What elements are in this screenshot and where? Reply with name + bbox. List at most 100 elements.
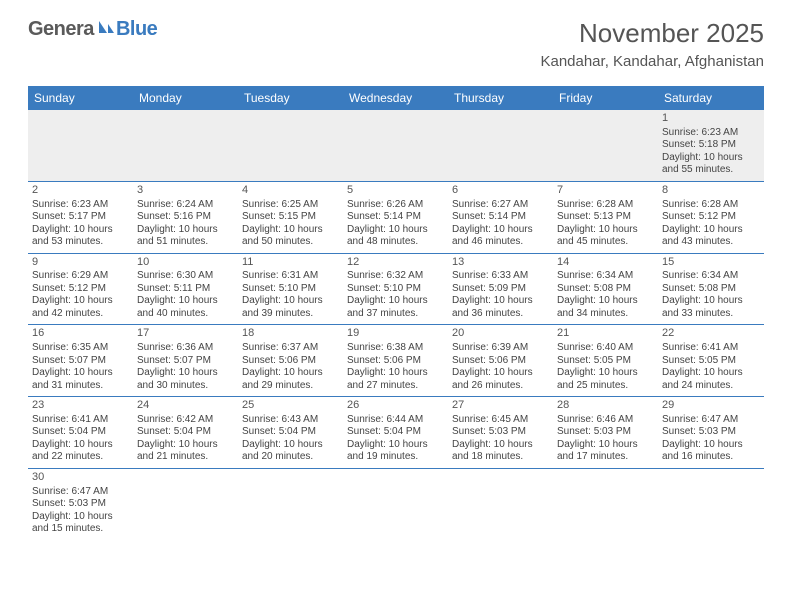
day-number: 14 <box>557 256 654 270</box>
calendar-cell: 7Sunrise: 6:28 AMSunset: 5:13 PMDaylight… <box>553 182 658 253</box>
sunrise-text: Sunrise: 6:38 AM <box>347 342 444 355</box>
daylight-text: Daylight: 10 hours <box>242 295 339 308</box>
calendar-week: 16Sunrise: 6:35 AMSunset: 5:07 PMDayligh… <box>28 325 764 397</box>
sunset-text: Sunset: 5:14 PM <box>452 211 549 224</box>
daylight-text: and 40 minutes. <box>137 308 234 321</box>
day-number: 2 <box>32 184 129 198</box>
daylight-text: and 43 minutes. <box>662 236 759 249</box>
sunset-text: Sunset: 5:11 PM <box>137 283 234 296</box>
calendar-cell: 17Sunrise: 6:36 AMSunset: 5:07 PMDayligh… <box>133 325 238 396</box>
day-header-row: Sunday Monday Tuesday Wednesday Thursday… <box>28 86 764 110</box>
daylight-text: and 46 minutes. <box>452 236 549 249</box>
daylight-text: Daylight: 10 hours <box>347 367 444 380</box>
sunset-text: Sunset: 5:17 PM <box>32 211 129 224</box>
calendar-cell: 30Sunrise: 6:47 AMSunset: 5:03 PMDayligh… <box>28 469 133 540</box>
calendar-cell <box>658 469 763 540</box>
sunrise-text: Sunrise: 6:32 AM <box>347 270 444 283</box>
calendar-cell: 13Sunrise: 6:33 AMSunset: 5:09 PMDayligh… <box>448 254 553 325</box>
sunset-text: Sunset: 5:06 PM <box>452 355 549 368</box>
sunrise-text: Sunrise: 6:24 AM <box>137 199 234 212</box>
calendar-week: 1Sunrise: 6:23 AMSunset: 5:18 PMDaylight… <box>28 110 764 182</box>
sunrise-text: Sunrise: 6:23 AM <box>32 199 129 212</box>
calendar-cell: 2Sunrise: 6:23 AMSunset: 5:17 PMDaylight… <box>28 182 133 253</box>
calendar-cell <box>133 469 238 540</box>
sunset-text: Sunset: 5:04 PM <box>137 426 234 439</box>
sunset-text: Sunset: 5:04 PM <box>32 426 129 439</box>
sunset-text: Sunset: 5:12 PM <box>662 211 759 224</box>
day-number: 21 <box>557 327 654 341</box>
daylight-text: Daylight: 10 hours <box>662 224 759 237</box>
daylight-text: and 45 minutes. <box>557 236 654 249</box>
calendar-cell: 22Sunrise: 6:41 AMSunset: 5:05 PMDayligh… <box>658 325 763 396</box>
daylight-text: and 33 minutes. <box>662 308 759 321</box>
sunset-text: Sunset: 5:07 PM <box>137 355 234 368</box>
daylight-text: Daylight: 10 hours <box>32 295 129 308</box>
sunset-text: Sunset: 5:06 PM <box>347 355 444 368</box>
sunrise-text: Sunrise: 6:41 AM <box>662 342 759 355</box>
daylight-text: Daylight: 10 hours <box>242 367 339 380</box>
daylight-text: and 24 minutes. <box>662 380 759 393</box>
daylight-text: and 21 minutes. <box>137 451 234 464</box>
sunrise-text: Sunrise: 6:46 AM <box>557 414 654 427</box>
calendar-cell: 1Sunrise: 6:23 AMSunset: 5:18 PMDaylight… <box>658 110 763 181</box>
calendar-cell: 19Sunrise: 6:38 AMSunset: 5:06 PMDayligh… <box>343 325 448 396</box>
sunset-text: Sunset: 5:05 PM <box>557 355 654 368</box>
sunrise-text: Sunrise: 6:34 AM <box>557 270 654 283</box>
sunrise-text: Sunrise: 6:35 AM <box>32 342 129 355</box>
calendar-cell: 28Sunrise: 6:46 AMSunset: 5:03 PMDayligh… <box>553 397 658 468</box>
logo: Genera Blue <box>28 18 157 41</box>
day-header-fri: Friday <box>553 86 658 110</box>
sunrise-text: Sunrise: 6:36 AM <box>137 342 234 355</box>
day-number: 19 <box>347 327 444 341</box>
calendar-cell: 24Sunrise: 6:42 AMSunset: 5:04 PMDayligh… <box>133 397 238 468</box>
daylight-text: Daylight: 10 hours <box>557 295 654 308</box>
daylight-text: and 15 minutes. <box>32 523 129 536</box>
day-number: 15 <box>662 256 759 270</box>
calendar-cell: 8Sunrise: 6:28 AMSunset: 5:12 PMDaylight… <box>658 182 763 253</box>
daylight-text: and 20 minutes. <box>242 451 339 464</box>
daylight-text: Daylight: 10 hours <box>557 439 654 452</box>
day-number: 26 <box>347 399 444 413</box>
daylight-text: and 31 minutes. <box>32 380 129 393</box>
sunset-text: Sunset: 5:03 PM <box>662 426 759 439</box>
daylight-text: Daylight: 10 hours <box>662 367 759 380</box>
sunset-text: Sunset: 5:08 PM <box>662 283 759 296</box>
daylight-text: Daylight: 10 hours <box>347 224 444 237</box>
daylight-text: and 42 minutes. <box>32 308 129 321</box>
daylight-text: Daylight: 10 hours <box>452 224 549 237</box>
sunrise-text: Sunrise: 6:47 AM <box>662 414 759 427</box>
logo-text-1: Genera <box>28 18 94 41</box>
calendar-cell: 9Sunrise: 6:29 AMSunset: 5:12 PMDaylight… <box>28 254 133 325</box>
sunset-text: Sunset: 5:03 PM <box>452 426 549 439</box>
calendar-cell: 14Sunrise: 6:34 AMSunset: 5:08 PMDayligh… <box>553 254 658 325</box>
sunrise-text: Sunrise: 6:43 AM <box>242 414 339 427</box>
sunrise-text: Sunrise: 6:29 AM <box>32 270 129 283</box>
daylight-text: and 17 minutes. <box>557 451 654 464</box>
daylight-text: Daylight: 10 hours <box>137 439 234 452</box>
daylight-text: and 53 minutes. <box>32 236 129 249</box>
daylight-text: and 48 minutes. <box>347 236 444 249</box>
calendar-cell: 29Sunrise: 6:47 AMSunset: 5:03 PMDayligh… <box>658 397 763 468</box>
calendar-cell: 27Sunrise: 6:45 AMSunset: 5:03 PMDayligh… <box>448 397 553 468</box>
sunrise-text: Sunrise: 6:40 AM <box>557 342 654 355</box>
sunrise-text: Sunrise: 6:45 AM <box>452 414 549 427</box>
sunrise-text: Sunrise: 6:23 AM <box>662 127 759 140</box>
calendar-cell <box>28 110 133 181</box>
day-header-mon: Monday <box>133 86 238 110</box>
calendar-cell <box>343 110 448 181</box>
day-number: 1 <box>662 112 759 126</box>
day-number: 30 <box>32 471 129 485</box>
daylight-text: Daylight: 10 hours <box>32 224 129 237</box>
daylight-text: and 19 minutes. <box>347 451 444 464</box>
sunset-text: Sunset: 5:14 PM <box>347 211 444 224</box>
day-number: 22 <box>662 327 759 341</box>
sunset-text: Sunset: 5:18 PM <box>662 139 759 152</box>
day-number: 24 <box>137 399 234 413</box>
daylight-text: and 55 minutes. <box>662 164 759 177</box>
day-header-wed: Wednesday <box>343 86 448 110</box>
calendar-cell <box>238 469 343 540</box>
daylight-text: and 51 minutes. <box>137 236 234 249</box>
page-header: Genera Blue November 2025 Kandahar, Kand… <box>0 0 792 76</box>
calendar-cell: 5Sunrise: 6:26 AMSunset: 5:14 PMDaylight… <box>343 182 448 253</box>
day-number: 5 <box>347 184 444 198</box>
